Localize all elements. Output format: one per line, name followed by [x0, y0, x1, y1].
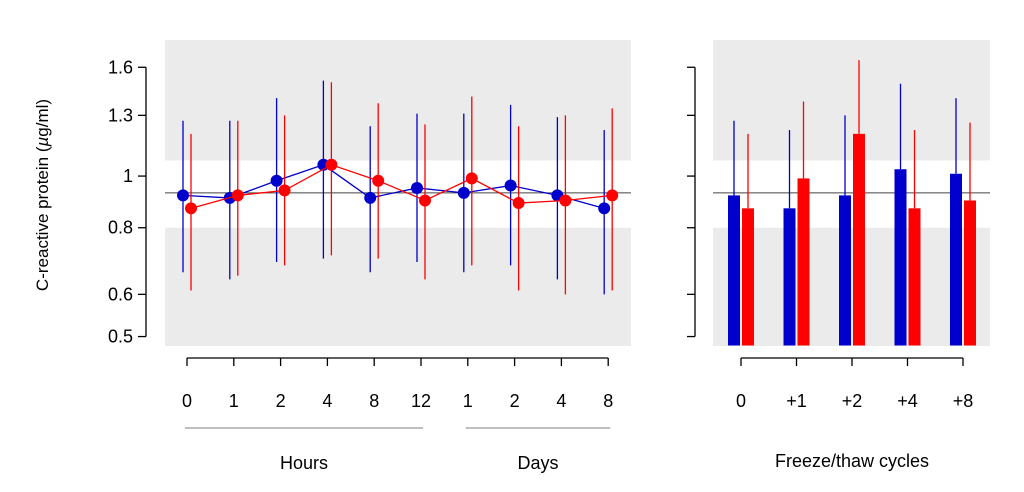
shaded-band-0 — [713, 227, 990, 346]
group-label: Days — [517, 453, 558, 473]
data-point — [504, 179, 517, 192]
data-point — [325, 158, 338, 171]
data-point — [177, 189, 189, 202]
x-axis-title: Freeze/thaw cycles — [775, 451, 929, 471]
data-point — [419, 194, 431, 207]
bar — [797, 178, 810, 346]
bar — [853, 133, 865, 346]
shaded-band-1 — [165, 40, 631, 161]
data-point — [465, 172, 478, 185]
bar — [908, 208, 921, 346]
y-axis: 0.5 0.6 0.8 1 1.3 1.6 — [108, 57, 147, 347]
time-course-panel: 0.50.60.811.31.6 0 1 2 4 8 12 1 2 4 8 Hours Days — [108, 40, 631, 473]
data-point — [364, 191, 377, 204]
x-tick-label: +2 — [842, 391, 863, 411]
shaded-band-1 — [713, 40, 990, 161]
x-tick-label: +4 — [897, 391, 918, 411]
data-point — [559, 194, 572, 207]
shaded-band-0 — [165, 227, 631, 346]
y-tick-label: 1 — [123, 166, 133, 186]
y-tick-label: 0.6 — [108, 284, 133, 304]
x-tick-label: 8 — [369, 391, 379, 411]
bar-series-group — [728, 60, 976, 346]
series-line — [182, 164, 605, 209]
data-point — [278, 184, 291, 197]
freeze-thaw-panel: 0 +1 +2 +4 +8 — [687, 40, 990, 411]
data-point — [411, 181, 423, 194]
data-point — [231, 189, 244, 202]
series-1 — [185, 82, 619, 295]
data-point — [606, 189, 619, 202]
x-tick-label: 8 — [603, 391, 613, 411]
bar — [742, 208, 754, 346]
bar-series-1 — [742, 60, 976, 346]
series-line — [190, 164, 613, 209]
x-tick-label: 0 — [736, 391, 746, 411]
x-tick-label: +8 — [953, 391, 974, 411]
bar-series-0 — [728, 83, 962, 346]
bar — [964, 200, 976, 346]
y-tick-label: 1.6 — [108, 57, 133, 77]
x-tick-label: +1 — [786, 391, 807, 411]
x-tick-label: 1 — [463, 391, 473, 411]
reference-range-bands — [165, 40, 631, 346]
y-tick-label: 1.3 — [108, 105, 133, 125]
bar — [894, 169, 907, 346]
bar — [783, 208, 796, 346]
y-axis — [687, 66, 696, 338]
data-point — [185, 202, 197, 215]
bar — [950, 173, 962, 346]
x-tick-label: 1 — [229, 391, 239, 411]
x-group-labels: Hours Days — [185, 427, 611, 473]
bar — [728, 195, 740, 346]
y-axis-title: C-reactive protein (µg/ml) — [33, 99, 52, 291]
data-point — [512, 197, 525, 210]
x-tick-label: 12 — [411, 391, 431, 411]
data-point — [598, 202, 611, 215]
reference-range-bands — [713, 40, 990, 346]
y-tick-label: 0.5 — [108, 327, 133, 347]
x-tick-label: 4 — [556, 391, 566, 411]
x-axis: 0 +1 +2 +4 +8 — [736, 357, 974, 411]
y-tick-label: 0.8 — [108, 218, 133, 238]
x-axis: 0 1 2 4 8 12 1 2 4 8 — [182, 357, 613, 411]
data-point — [270, 174, 283, 187]
data-point — [372, 174, 385, 187]
series-group — [177, 80, 619, 295]
group-label: Hours — [280, 453, 328, 473]
data-point — [457, 186, 470, 199]
x-tick-label: 2 — [276, 391, 286, 411]
x-tick-label: 4 — [322, 391, 332, 411]
x-tick-label: 0 — [182, 391, 192, 411]
bar — [839, 195, 851, 346]
x-tick-label: 2 — [510, 391, 520, 411]
